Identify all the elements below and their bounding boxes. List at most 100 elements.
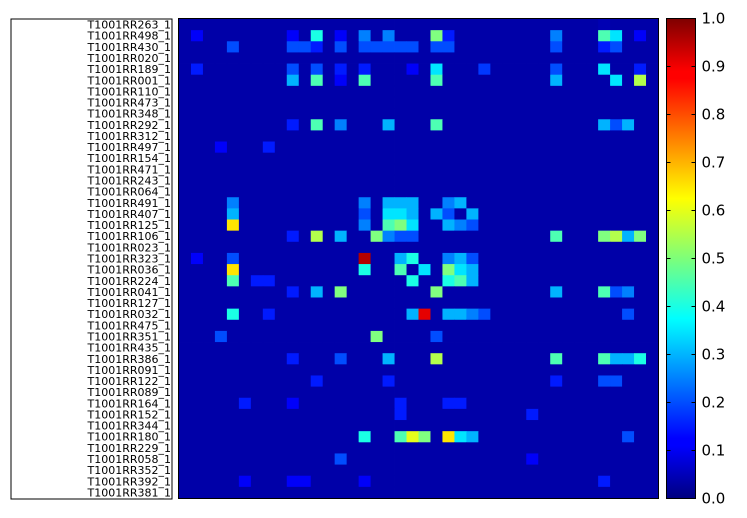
heatmap-cell	[310, 275, 324, 287]
heatmap-cell	[238, 152, 252, 165]
row-label: T1001RR392_1	[87, 475, 172, 488]
heatmap-cell	[622, 52, 635, 64]
heatmap-cell	[646, 375, 659, 388]
heatmap-cell	[610, 108, 623, 120]
heatmap-cell	[646, 464, 659, 477]
heatmap-cell	[586, 364, 599, 376]
heatmap-cell	[478, 130, 491, 142]
heatmap-cell	[190, 464, 204, 477]
heatmap-cell	[466, 386, 479, 399]
heatmap-cell	[622, 74, 635, 87]
heatmap-cell	[238, 197, 252, 209]
heatmap-cell	[646, 275, 659, 287]
heatmap-cell	[202, 486, 216, 499]
heatmap-cell	[598, 230, 611, 243]
heatmap-cell	[490, 19, 503, 31]
heatmap-cell	[622, 486, 635, 499]
heatmap-cell	[418, 342, 431, 354]
colorbar-tick-label: 0.6	[702, 202, 726, 220]
heatmap-cell	[406, 386, 419, 399]
heatmap-cell	[622, 319, 635, 332]
heatmap-cell	[190, 30, 204, 42]
heatmap-cell	[466, 442, 479, 454]
heatmap-cell	[466, 96, 479, 109]
heatmap-cell	[586, 141, 599, 154]
heatmap-cell	[358, 342, 372, 354]
heatmap-cell	[370, 96, 383, 109]
heatmap-cell	[514, 41, 527, 53]
heatmap-cell	[634, 408, 647, 421]
heatmap-cell	[334, 420, 348, 432]
heatmap-cell	[310, 208, 324, 220]
heatmap-cell	[226, 397, 240, 410]
heatmap-cell	[562, 431, 575, 443]
heatmap-cell	[310, 308, 324, 321]
heatmap-cell	[622, 408, 635, 421]
heatmap-cell	[478, 319, 491, 332]
heatmap-cell	[238, 453, 252, 465]
heatmap-cell	[286, 330, 300, 343]
heatmap-cell	[538, 342, 551, 354]
heatmap-cell	[382, 375, 395, 388]
heatmap-cell	[382, 41, 395, 53]
heatmap-cell	[310, 74, 324, 87]
heatmap-cell	[598, 342, 611, 354]
heatmap-cell	[598, 386, 611, 399]
heatmap-cell	[490, 63, 503, 76]
heatmap-cell	[634, 453, 647, 465]
heatmap-cell	[610, 141, 623, 154]
heatmap-cell	[346, 119, 360, 131]
heatmap-cell	[250, 19, 264, 31]
heatmap-cell	[454, 30, 467, 42]
heatmap-cell	[550, 375, 563, 388]
heatmap-cell	[179, 286, 192, 298]
heatmap-cell	[382, 108, 395, 120]
heatmap-cell	[550, 163, 563, 176]
heatmap-cell	[238, 186, 252, 198]
heatmap-cell	[202, 74, 216, 87]
heatmap-cell	[586, 264, 599, 276]
heatmap-cell	[202, 475, 216, 488]
heatmap-cell	[550, 364, 563, 376]
heatmap-cell	[430, 486, 443, 499]
heatmap-cell	[358, 230, 372, 243]
heatmap-cell	[298, 96, 312, 109]
heatmap-cell	[598, 397, 611, 410]
heatmap-cell	[430, 63, 443, 76]
heatmap-cell	[370, 241, 383, 254]
heatmap-cell	[610, 453, 623, 465]
heatmap-cell	[490, 297, 503, 310]
heatmap-cell	[394, 453, 407, 465]
heatmap-cell	[394, 208, 407, 220]
heatmap-cell	[562, 74, 575, 87]
heatmap-cell	[454, 63, 467, 76]
heatmap-cell	[634, 275, 647, 287]
heatmap-cell	[226, 74, 240, 87]
heatmap-cell	[466, 85, 479, 98]
heatmap-cell	[454, 108, 467, 120]
heatmap-cell	[418, 297, 431, 310]
heatmap-cell	[382, 464, 395, 477]
heatmap-cell	[238, 364, 252, 376]
heatmap-cell	[334, 475, 348, 488]
heatmap-cell	[190, 364, 204, 376]
heatmap-cell	[562, 397, 575, 410]
heatmap-cell	[454, 286, 467, 298]
heatmap-cell	[574, 52, 587, 64]
heatmap-cell	[358, 241, 372, 254]
heatmap-cell	[394, 152, 407, 165]
heatmap-cell	[454, 96, 467, 109]
heatmap-cell	[334, 375, 348, 388]
heatmap-cell	[586, 431, 599, 443]
heatmap-cell	[502, 163, 515, 176]
heatmap-cell	[646, 475, 659, 488]
heatmap-cell	[562, 108, 575, 120]
heatmap-cell	[550, 186, 563, 198]
heatmap-cell	[454, 152, 467, 165]
heatmap-cell	[298, 308, 312, 321]
heatmap-cell	[502, 96, 515, 109]
heatmap-cell	[310, 286, 324, 298]
heatmap-cell	[634, 431, 647, 443]
heatmap-cell	[346, 342, 360, 354]
heatmap-cell	[514, 464, 527, 477]
